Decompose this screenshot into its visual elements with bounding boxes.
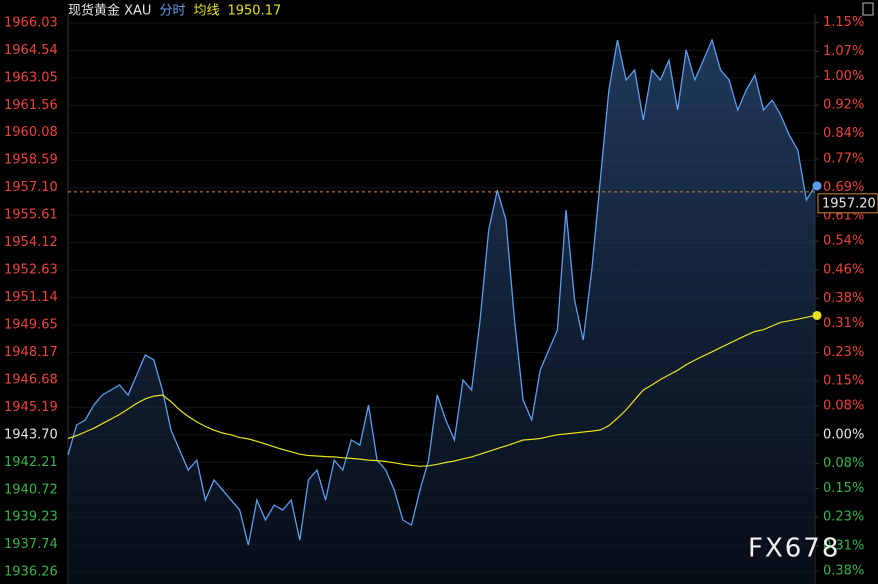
menu-icon[interactable] [862,2,874,16]
y2-tick-label: 0.84% [823,126,864,141]
y2-tick-label: 0.77% [823,151,864,166]
y2-tick-label: 0.92% [823,98,864,113]
y-tick-label: 1963.05 [4,70,58,85]
y2-tick-label: 1.15% [823,15,864,30]
y-tick-label: 1951.14 [4,290,58,305]
y-tick-label: 1948.17 [4,345,58,360]
y-tick-label: 1960.08 [4,125,58,140]
y2-tick-label: 0.15% [823,481,864,496]
average-line [67,314,816,467]
y-tick-label: 1942.21 [4,455,58,470]
y-tick-label: 1961.56 [4,98,58,113]
legend-item: 分时 [159,4,185,19]
y2-tick-label: 0.31% [823,316,864,331]
y2-tick-label: 0.46% [823,262,864,277]
last-point [812,181,822,191]
y2-tick-label: 1.07% [823,44,864,59]
y-tick-label: 1945.19 [4,400,58,415]
y-tick-label: 1949.65 [4,318,58,333]
y2-tick-label: 0.08% [823,456,864,471]
price-area [68,40,815,584]
y2-tick-label: 0.15% [823,373,864,388]
price-line [67,38,816,546]
current-price-label: 1957.20 [822,196,876,211]
legend-value: 1950.17 [227,4,281,19]
y2-tick-label: 0.38% [823,563,864,578]
y2-tick-label: 0.54% [823,234,864,249]
y-tick-label: 1937.74 [4,537,58,552]
y2-tick-label: 0.23% [823,345,864,360]
y-tick-label: 1954.12 [4,235,58,250]
last-point [812,310,822,320]
y-tick-label: 1936.26 [4,565,58,580]
legend-item: 均线 [193,4,219,19]
y2-tick-label: 0.31% [823,538,864,553]
y-tick-label: 1946.68 [4,372,58,387]
y-tick-label: 1939.23 [4,510,58,525]
y-tick-label: 1955.61 [4,208,58,223]
y-tick-label: 1958.59 [4,153,58,168]
current-price-box [817,193,878,214]
chart-title: 现货黄金 XAU [68,3,151,19]
y2-tick-label: 0.08% [823,399,864,414]
y-tick-label: 1940.72 [4,482,58,497]
y-tick-label: 1964.54 [4,43,58,58]
y2-tick-label: 0.69% [823,180,864,195]
y-tick-label: 1966.03 [4,16,58,31]
y-tick-label: 1952.63 [4,263,58,278]
y2-tick-label: 0.00% [823,427,864,442]
y2-tick-label: 0.38% [823,291,864,306]
y2-tick-label: 0.23% [823,510,864,525]
y-tick-label: 1957.10 [4,180,58,195]
y2-tick-label: 1.00% [823,69,864,84]
y-tick-label: 1943.70 [4,427,58,442]
watermark: FX678 [748,534,840,564]
